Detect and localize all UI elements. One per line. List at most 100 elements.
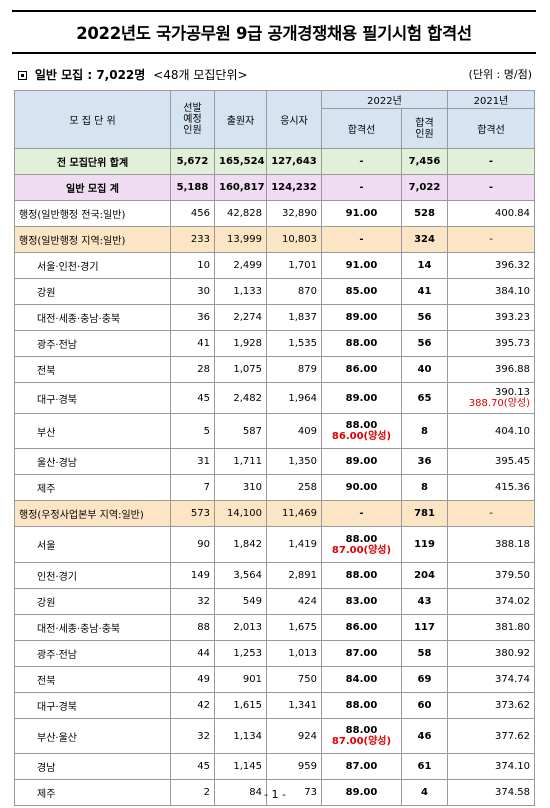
passers-cell: 781 [401, 500, 448, 527]
cutoff-2021-cell: - [447, 148, 535, 175]
applicants-cell: 42,828 [214, 200, 267, 227]
applicants-cell: 2,274 [214, 304, 267, 331]
cutoff-2021-cell: 415.36 [447, 474, 535, 501]
applicants-cell: 160,817 [214, 174, 267, 201]
title-box: 2022년도 국가공무원 9급 공개경쟁채용 필기시험 합격선 [12, 10, 536, 54]
cutoff-cell: 84.00 [321, 666, 402, 693]
cutoff-cell: 89.00 [321, 304, 402, 331]
unit-name: 광주·전남 [14, 330, 171, 357]
takers-cell: 10,803 [266, 226, 322, 253]
passers-cell: 324 [401, 226, 448, 253]
takers-cell: 879 [266, 356, 322, 383]
passers-cell: 36 [401, 448, 448, 475]
unit-name: 제주 [14, 474, 171, 501]
planned-cell: 31 [170, 448, 215, 475]
cutoff-2021-cell: 396.32 [447, 252, 535, 279]
cutoff-cell: 89.00 [321, 779, 402, 806]
cutoff-cell: - [321, 500, 402, 527]
unit-name: 서울 [14, 526, 171, 563]
applicants-cell: 1,145 [214, 753, 267, 780]
table-row: 광주·전남 41 1,928 1,535 88.00 56 395.73 [14, 330, 535, 357]
cutoff-cell: 88.00 86.00(양성) [321, 413, 402, 449]
header-2022: 2022년 [321, 90, 448, 109]
planned-cell: 45 [170, 382, 215, 414]
applicants-cell: 901 [214, 666, 267, 693]
takers-cell: 750 [266, 666, 322, 693]
square-bullet-icon [18, 71, 27, 80]
planned-cell: 10 [170, 252, 215, 279]
takers-cell: 1,701 [266, 252, 322, 279]
cutoff-2021-cell: 395.73 [447, 330, 535, 357]
takers-cell: 11,469 [266, 500, 322, 527]
table-row: 행정(우정사업본부 지역:일반) 573 14,100 11,469-781- [14, 500, 535, 527]
passers-cell: 58 [401, 640, 448, 667]
passers-cell: 69 [401, 666, 448, 693]
unit-name: 강원 [14, 588, 171, 615]
takers-cell: 124,232 [266, 174, 322, 201]
cutoff-2021-cell: 393.23 [447, 304, 535, 331]
passers-cell: 46 [401, 718, 448, 754]
unit-name: 대구·경북 [14, 692, 171, 719]
unit-name: 행정(일반행정 지역:일반) [14, 226, 171, 253]
applicants-cell: 2,482 [214, 382, 267, 414]
unit-name: 대전·세종·충남·충북 [14, 304, 171, 331]
applicants-cell: 84 [214, 779, 267, 806]
applicants-cell: 1,075 [214, 356, 267, 383]
applicants-cell: 1,928 [214, 330, 267, 357]
takers-cell: 1,350 [266, 448, 322, 475]
applicants-cell: 3,564 [214, 562, 267, 589]
header-applicants: 출원자 [214, 90, 267, 149]
takers-cell: 924 [266, 718, 322, 754]
unit-name: 서울·인천·경기 [14, 252, 171, 279]
cutoff-cell: - [321, 226, 402, 253]
passers-cell: 7,022 [401, 174, 448, 201]
applicants-cell: 1,133 [214, 278, 267, 305]
cutoff-2021-cell: 400.84 [447, 200, 535, 227]
applicants-cell: 549 [214, 588, 267, 615]
takers-cell: 258 [266, 474, 322, 501]
passers-cell: 65 [401, 382, 448, 414]
planned-cell: 30 [170, 278, 215, 305]
takers-cell: 1,419 [266, 526, 322, 563]
cutoff-2021-cell: 377.62 [447, 718, 535, 754]
applicants-cell: 165,524 [214, 148, 267, 175]
table-row: 강원 32 549 424 83.00 43 374.02 [14, 588, 535, 615]
cutoff-2021-cell: - [447, 174, 535, 201]
passers-cell: 117 [401, 614, 448, 641]
takers-cell: 2,891 [266, 562, 322, 589]
passers-cell: 43 [401, 588, 448, 615]
planned-cell: 49 [170, 666, 215, 693]
unit-name: 전 모집단위 합계 [14, 148, 171, 175]
applicants-cell: 14,100 [214, 500, 267, 527]
takers-cell: 1,964 [266, 382, 322, 414]
cutoff-2021-cell: 390.13 388.70(양성) [447, 382, 535, 414]
table-row: 일반 모집 계 5,188 160,817 124,232-7,022- [14, 174, 535, 201]
planned-cell: 42 [170, 692, 215, 719]
page-number: - 1 - [264, 788, 286, 801]
table-row: 행정(일반행정 지역:일반) 233 13,999 10,803-324- [14, 226, 535, 253]
takers-cell: 1,837 [266, 304, 322, 331]
applicants-cell: 1,134 [214, 718, 267, 754]
table-row: 대전·세종·충남·충북 36 2,274 1,837 89.00 56 393.23 [14, 304, 535, 331]
takers-cell: 959 [266, 753, 322, 780]
unit-name: 일반 모집 계 [14, 174, 171, 201]
cutoff-cell: 88.00 [321, 330, 402, 357]
unit-name: 전북 [14, 356, 171, 383]
passers-cell: 8 [401, 474, 448, 501]
cutoff-2021-cell: 374.58 [447, 779, 535, 806]
passers-cell: 204 [401, 562, 448, 589]
unit-name: 대전·세종·충남·충북 [14, 614, 171, 641]
unit-name: 행정(우정사업본부 지역:일반) [14, 500, 171, 527]
planned-cell: 456 [170, 200, 215, 227]
passers-cell: 4 [401, 779, 448, 806]
cutoff-cell: 91.00 [321, 252, 402, 279]
table-row: 부산 5 587 409 88.00 86.00(양성) 8 404.10 [14, 413, 535, 449]
table-row: 제주 2 84 73 89.00 4 374.58 [14, 779, 535, 806]
cutoff-2021-cell: 379.50 [447, 562, 535, 589]
table-row: 경남 45 1,145 959 87.00 61 374.10 [14, 753, 535, 780]
takers-cell: 1,013 [266, 640, 322, 667]
unit-name: 광주·전남 [14, 640, 171, 667]
takers-cell: 870 [266, 278, 322, 305]
table-row: 행정(일반행정 전국:일반) 456 42,828 32,890 91.00 528 400… [14, 200, 535, 227]
cutoff-2021-cell: 381.80 [447, 614, 535, 641]
